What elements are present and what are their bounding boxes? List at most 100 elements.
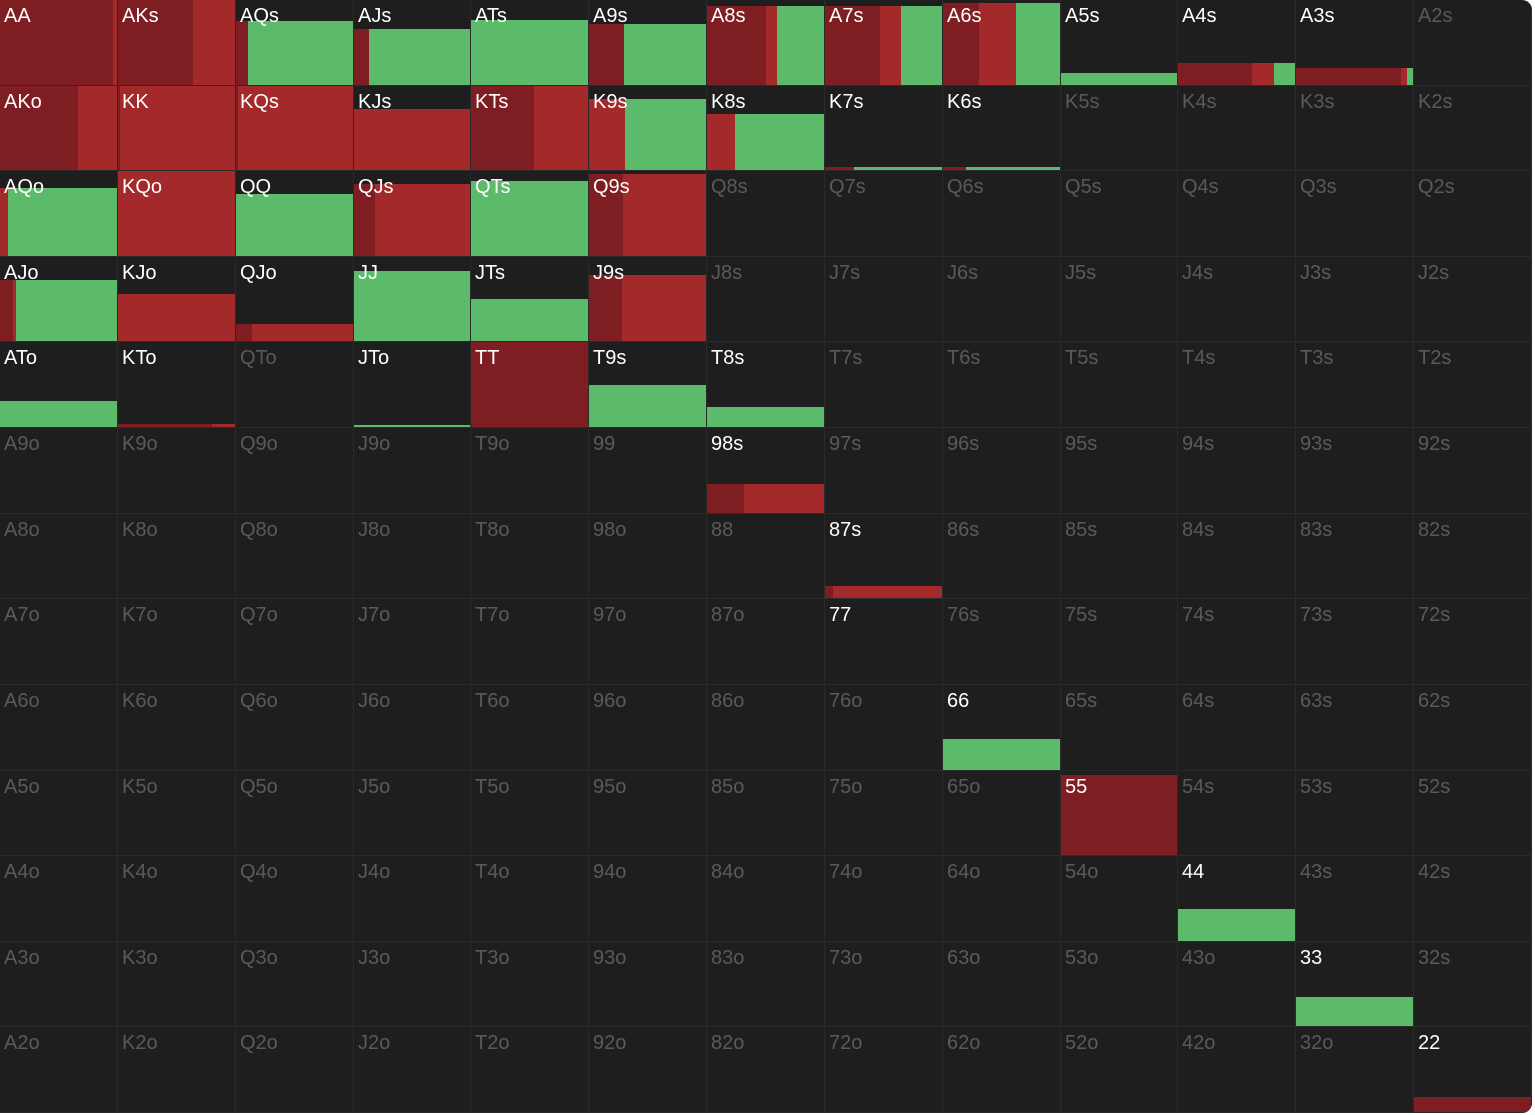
hand-cell-98s[interactable]: 98s [707, 428, 825, 514]
hand-cell-75o[interactable]: 75o [825, 771, 943, 856]
hand-cell-62s[interactable]: 62s [1414, 685, 1532, 771]
hand-cell-K2s[interactable]: K2s [1414, 86, 1532, 171]
hand-cell-33[interactable]: 33 [1296, 942, 1414, 1027]
hand-cell-QJo[interactable]: QJo [236, 257, 354, 342]
hand-cell-K8o[interactable]: K8o [118, 514, 236, 599]
hand-cell-76s[interactable]: 76s [943, 599, 1061, 685]
hand-cell-T2s[interactable]: T2s [1414, 342, 1532, 428]
hand-cell-99[interactable]: 99 [589, 428, 707, 514]
hand-cell-Q6o[interactable]: Q6o [236, 685, 354, 771]
hand-cell-KJs[interactable]: KJs [354, 86, 471, 171]
hand-cell-A7s[interactable]: A7s [825, 0, 943, 86]
hand-cell-84s[interactable]: 84s [1178, 514, 1296, 599]
hand-cell-84o[interactable]: 84o [707, 856, 825, 942]
hand-cell-J3o[interactable]: J3o [354, 942, 471, 1027]
hand-cell-32s[interactable]: 32s [1414, 942, 1532, 1027]
hand-cell-KJo[interactable]: KJo [118, 257, 236, 342]
hand-cell-Q7o[interactable]: Q7o [236, 599, 354, 685]
hand-cell-J9s[interactable]: J9s [589, 257, 707, 342]
hand-cell-K7o[interactable]: K7o [118, 599, 236, 685]
hand-cell-J4s[interactable]: J4s [1178, 257, 1296, 342]
hand-cell-94s[interactable]: 94s [1178, 428, 1296, 514]
hand-cell-KTo[interactable]: KTo [118, 342, 236, 428]
hand-cell-Q3s[interactable]: Q3s [1296, 171, 1414, 257]
hand-cell-T8o[interactable]: T8o [471, 514, 589, 599]
hand-cell-74o[interactable]: 74o [825, 856, 943, 942]
hand-cell-KTs[interactable]: KTs [471, 86, 589, 171]
hand-cell-K9o[interactable]: K9o [118, 428, 236, 514]
hand-cell-43o[interactable]: 43o [1178, 942, 1296, 1027]
hand-cell-JTs[interactable]: JTs [471, 257, 589, 342]
hand-cell-J8o[interactable]: J8o [354, 514, 471, 599]
hand-cell-Q4s[interactable]: Q4s [1178, 171, 1296, 257]
hand-cell-Q2s[interactable]: Q2s [1414, 171, 1532, 257]
hand-cell-AJo[interactable]: AJo [0, 257, 118, 342]
hand-cell-A3o[interactable]: A3o [0, 942, 118, 1027]
hand-cell-A8s[interactable]: A8s [707, 0, 825, 86]
hand-cell-K9s[interactable]: K9s [589, 86, 707, 171]
hand-cell-85o[interactable]: 85o [707, 771, 825, 856]
hand-cell-A5s[interactable]: A5s [1061, 0, 1178, 86]
hand-cell-Q9o[interactable]: Q9o [236, 428, 354, 514]
hand-cell-Q9s[interactable]: Q9s [589, 171, 707, 257]
hand-cell-63o[interactable]: 63o [943, 942, 1061, 1027]
hand-cell-54o[interactable]: 54o [1061, 856, 1178, 942]
hand-cell-T3o[interactable]: T3o [471, 942, 589, 1027]
hand-cell-Q8o[interactable]: Q8o [236, 514, 354, 599]
hand-cell-72s[interactable]: 72s [1414, 599, 1532, 685]
hand-cell-QTo[interactable]: QTo [236, 342, 354, 428]
hand-cell-QJs[interactable]: QJs [354, 171, 471, 257]
hand-cell-K5o[interactable]: K5o [118, 771, 236, 856]
hand-cell-K6o[interactable]: K6o [118, 685, 236, 771]
hand-cell-T5o[interactable]: T5o [471, 771, 589, 856]
hand-cell-K4s[interactable]: K4s [1178, 86, 1296, 171]
hand-cell-A9s[interactable]: A9s [589, 0, 707, 86]
hand-cell-95o[interactable]: 95o [589, 771, 707, 856]
hand-cell-62o[interactable]: 62o [943, 1027, 1061, 1113]
hand-cell-AQo[interactable]: AQo [0, 171, 118, 257]
hand-cell-JTo[interactable]: JTo [354, 342, 471, 428]
hand-cell-42s[interactable]: 42s [1414, 856, 1532, 942]
hand-cell-85s[interactable]: 85s [1061, 514, 1178, 599]
hand-cell-K3s[interactable]: K3s [1296, 86, 1414, 171]
hand-cell-Q5o[interactable]: Q5o [236, 771, 354, 856]
hand-cell-Q8s[interactable]: Q8s [707, 171, 825, 257]
hand-cell-75s[interactable]: 75s [1061, 599, 1178, 685]
hand-cell-KQs[interactable]: KQs [236, 86, 354, 171]
hand-cell-97s[interactable]: 97s [825, 428, 943, 514]
hand-cell-52o[interactable]: 52o [1061, 1027, 1178, 1113]
hand-cell-K3o[interactable]: K3o [118, 942, 236, 1027]
hand-cell-64s[interactable]: 64s [1178, 685, 1296, 771]
hand-cell-T9o[interactable]: T9o [471, 428, 589, 514]
hand-cell-T6s[interactable]: T6s [943, 342, 1061, 428]
hand-cell-J5s[interactable]: J5s [1061, 257, 1178, 342]
hand-cell-A4s[interactable]: A4s [1178, 0, 1296, 86]
hand-cell-J3s[interactable]: J3s [1296, 257, 1414, 342]
hand-cell-97o[interactable]: 97o [589, 599, 707, 685]
hand-cell-T7o[interactable]: T7o [471, 599, 589, 685]
hand-cell-Q7s[interactable]: Q7s [825, 171, 943, 257]
hand-cell-K2o[interactable]: K2o [118, 1027, 236, 1113]
hand-cell-Q4o[interactable]: Q4o [236, 856, 354, 942]
hand-cell-JJ[interactable]: JJ [354, 257, 471, 342]
hand-cell-77[interactable]: 77 [825, 599, 943, 685]
hand-cell-AJs[interactable]: AJs [354, 0, 471, 86]
hand-cell-J4o[interactable]: J4o [354, 856, 471, 942]
hand-cell-73s[interactable]: 73s [1296, 599, 1414, 685]
hand-cell-QQ[interactable]: QQ [236, 171, 354, 257]
hand-cell-Q2o[interactable]: Q2o [236, 1027, 354, 1113]
hand-cell-AA[interactable]: AA [0, 0, 118, 86]
hand-cell-92o[interactable]: 92o [589, 1027, 707, 1113]
hand-cell-A8o[interactable]: A8o [0, 514, 118, 599]
hand-cell-96o[interactable]: 96o [589, 685, 707, 771]
hand-cell-22[interactable]: 22 [1414, 1027, 1532, 1113]
hand-cell-J9o[interactable]: J9o [354, 428, 471, 514]
hand-cell-86o[interactable]: 86o [707, 685, 825, 771]
hand-cell-J2s[interactable]: J2s [1414, 257, 1532, 342]
hand-cell-T4s[interactable]: T4s [1178, 342, 1296, 428]
hand-cell-J6s[interactable]: J6s [943, 257, 1061, 342]
hand-cell-95s[interactable]: 95s [1061, 428, 1178, 514]
hand-cell-A9o[interactable]: A9o [0, 428, 118, 514]
hand-cell-T5s[interactable]: T5s [1061, 342, 1178, 428]
hand-cell-A2o[interactable]: A2o [0, 1027, 118, 1113]
